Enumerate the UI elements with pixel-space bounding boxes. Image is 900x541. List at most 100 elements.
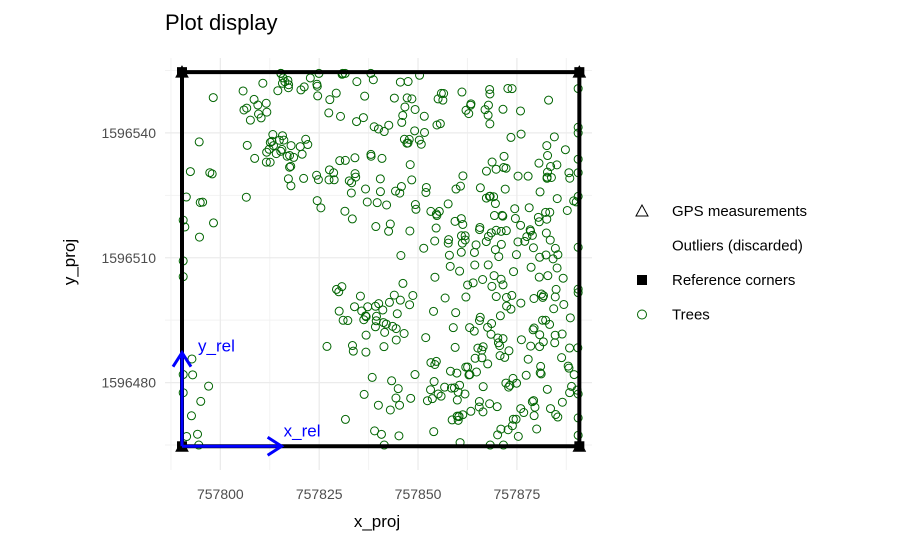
tree-point (301, 134, 311, 144)
tree-point (551, 284, 561, 294)
tree-point (391, 186, 401, 196)
tree-point (271, 149, 281, 159)
tree-point (276, 146, 286, 156)
tree-point (516, 404, 526, 414)
tree-point (563, 361, 573, 371)
tree-point (367, 372, 377, 382)
tree-point (538, 315, 548, 325)
tree-point (395, 400, 405, 410)
tree-point (475, 225, 485, 235)
tree-point (373, 400, 383, 410)
tree-point (370, 322, 380, 332)
tree-point (513, 237, 523, 247)
tree-point (411, 204, 421, 214)
reference-corners (175, 65, 587, 452)
tree-point (470, 260, 480, 270)
tree-point (485, 89, 495, 99)
tree-point (389, 93, 399, 103)
tree-point (552, 194, 562, 204)
tree-point (491, 292, 501, 302)
tree-point (188, 370, 198, 380)
tree-point (527, 397, 537, 407)
tree-point (305, 73, 315, 83)
tree-point (379, 127, 389, 137)
tree-point (452, 395, 462, 405)
reference-corner-marker (177, 67, 188, 78)
tree-point (340, 206, 350, 216)
tree-point (471, 240, 481, 250)
tree-point (565, 173, 575, 183)
tree-point (487, 319, 497, 329)
tree-point (346, 188, 356, 198)
tree-point (352, 77, 362, 87)
tree-point (558, 273, 568, 283)
y-axis-title: y_proj (60, 239, 79, 285)
tree-point (474, 397, 484, 407)
tree-point (535, 342, 545, 352)
tree-point (565, 343, 575, 353)
tree-point (432, 120, 442, 130)
tree-point (391, 393, 401, 403)
tree-point (565, 313, 575, 323)
tree-point (458, 410, 468, 420)
tree-point (366, 149, 376, 159)
tree-point (405, 300, 415, 310)
tree-point (402, 93, 412, 103)
tree-point (286, 141, 296, 151)
tree-point (530, 402, 540, 412)
tree-point (557, 397, 567, 407)
tree-point (331, 284, 341, 294)
tree-point (350, 153, 360, 163)
tree-point (410, 370, 420, 380)
tree-point (384, 120, 394, 130)
tree-point (209, 218, 219, 228)
tree-point (542, 173, 552, 183)
chart-title: Plot display (165, 10, 278, 35)
tree-point (440, 293, 450, 303)
tree-point (552, 160, 562, 170)
tree-point (405, 160, 415, 170)
tree-point (512, 378, 522, 388)
tree-point (543, 167, 553, 177)
tree-point (548, 254, 558, 264)
tree-point (372, 198, 382, 208)
tree-point (543, 151, 553, 161)
tree-point (451, 184, 461, 194)
tree-point (504, 382, 514, 392)
y-tick-label: 1596540 (101, 125, 156, 141)
tree-point (393, 384, 403, 394)
tree-point (429, 306, 439, 316)
tree-point (431, 356, 441, 366)
tree-point (481, 166, 491, 176)
tree-point (371, 316, 381, 326)
legend: GPS measurements Outliers (discarded) Refe… (635, 203, 807, 324)
tree-point (478, 275, 488, 285)
tree-point (477, 353, 487, 363)
tree-point (262, 107, 272, 117)
tree-point (378, 305, 388, 315)
tree-point (205, 168, 215, 178)
tree-point (408, 290, 418, 300)
tree-point (455, 380, 465, 390)
tree-point (453, 387, 463, 397)
tree-point (254, 109, 264, 119)
tree-point (460, 389, 470, 399)
tree-point (427, 394, 437, 404)
tree-point (312, 196, 322, 206)
tree-point (394, 431, 404, 441)
tree-point (238, 86, 248, 96)
tree-point (493, 333, 503, 343)
tree-point (463, 280, 473, 290)
tree-point (455, 266, 465, 276)
tree-point (483, 231, 493, 241)
tree-point (362, 197, 372, 207)
tree-point (485, 399, 495, 409)
legend-item: Reference corners (637, 272, 795, 289)
tree-point (562, 205, 572, 215)
tree-point (552, 263, 562, 273)
tree-point (274, 135, 284, 145)
tree-point (557, 329, 567, 339)
tree-point (268, 130, 278, 140)
tree-point (498, 104, 508, 114)
tree-point (360, 91, 370, 101)
